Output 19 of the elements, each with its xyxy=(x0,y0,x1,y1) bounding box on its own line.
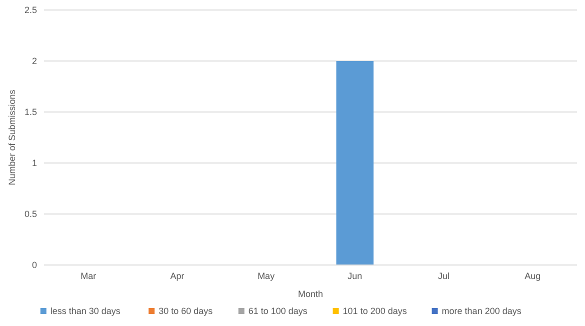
x-tick-label: Jun xyxy=(348,271,362,281)
y-tick-label: 2.5 xyxy=(24,4,37,15)
legend-label: less than 30 days xyxy=(50,306,121,316)
y-axis-title: Number of Submissions xyxy=(7,89,17,186)
legend-label: 61 to 100 days xyxy=(248,306,308,316)
legend-label: more than 200 days xyxy=(442,306,522,316)
x-tick-label: Apr xyxy=(170,271,184,281)
y-tick-label: 0 xyxy=(32,260,37,270)
y-tick-label: 1 xyxy=(32,158,37,168)
x-tick-label: May xyxy=(258,271,276,281)
x-tick-label: Mar xyxy=(80,271,96,281)
legend-label: 101 to 200 days xyxy=(342,306,408,316)
legend-label: 30 to 60 days xyxy=(158,306,214,316)
y-tick-label: 2 xyxy=(32,56,37,66)
y-tick-label: 1.5 xyxy=(24,106,37,117)
x-axis-title: Month xyxy=(298,289,324,299)
x-tick-label: Jul xyxy=(438,271,450,281)
y-tick-label: 0.5 xyxy=(24,208,37,219)
x-tick-label: Aug xyxy=(524,271,541,281)
